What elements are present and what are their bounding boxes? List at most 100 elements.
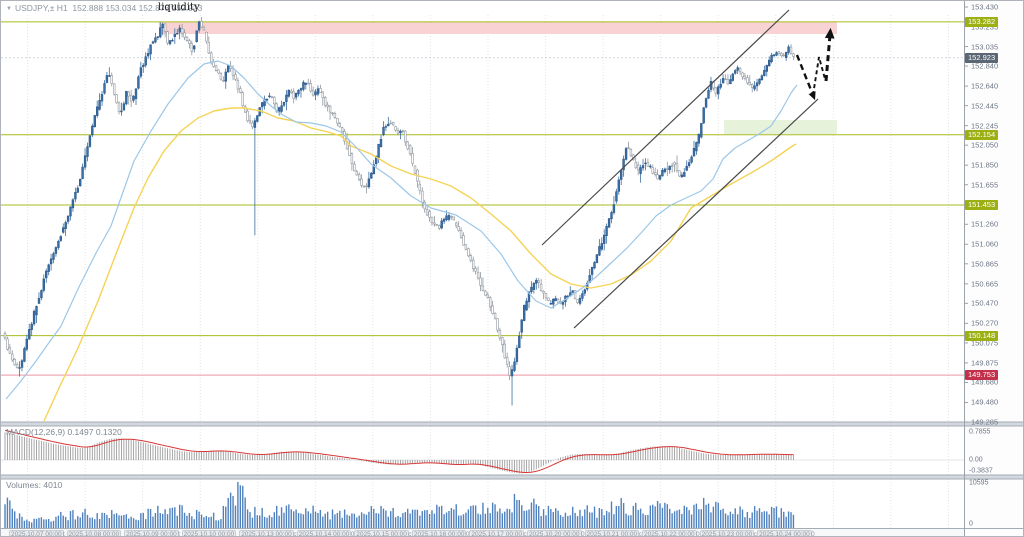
date-label[interactable]: 2025.10.16 00:00	[411, 530, 467, 537]
channel-lower[interactable]	[573, 98, 819, 329]
candle	[750, 84, 754, 88]
date-label[interactable]: 2025.10.07 00:00	[9, 530, 64, 537]
date-label[interactable]: 2025.10.23 00:00	[699, 530, 755, 537]
candle	[103, 83, 106, 94]
candle	[746, 77, 749, 84]
volumes-indicator-label: Volumes: 4010	[6, 480, 63, 490]
date-label[interactable]: 2025.10.14 00:00	[296, 530, 352, 537]
candle	[515, 347, 519, 362]
candle	[719, 83, 722, 88]
candle	[411, 153, 414, 164]
date-label[interactable]: 2025.10.17 00:00	[469, 530, 524, 537]
candle	[736, 67, 739, 71]
candle	[636, 164, 640, 171]
candle	[30, 323, 33, 330]
date-label[interactable]: 2025.10.21 00:00	[584, 530, 640, 537]
candle	[537, 280, 540, 283]
liquidity-zone[interactable]	[159, 22, 837, 34]
symbol-title: ▼ USDJPY,± H1 152.888 153.034 152.873 152…	[6, 3, 202, 13]
candle	[256, 115, 259, 122]
candle	[134, 88, 138, 100]
date-label[interactable]: 2025.10.22 00:00	[642, 530, 697, 537]
candle	[615, 191, 618, 202]
candle	[649, 165, 652, 168]
candle	[362, 185, 366, 188]
up-arrow[interactable]	[824, 34, 832, 82]
candle	[227, 65, 230, 73]
candle	[721, 78, 725, 84]
candle	[234, 74, 237, 80]
forecast-arrows-layer	[795, 27, 835, 101]
candle	[498, 330, 502, 339]
candle	[302, 81, 305, 90]
candle	[49, 258, 53, 265]
liquidity-annotation-label[interactable]: liquidity	[158, 2, 200, 13]
candle	[462, 235, 465, 246]
candle	[268, 95, 271, 98]
candle	[585, 282, 589, 290]
date-label[interactable]: 2025.10.08 00:00	[66, 530, 122, 537]
price-level-badge-olive: 151.453	[965, 199, 999, 210]
date-label[interactable]: 2025.10.10 00:00	[181, 530, 237, 537]
date-label[interactable]: 2025.10.09 00:00	[124, 530, 179, 537]
candle	[527, 291, 531, 303]
candle	[755, 82, 759, 87]
candle	[314, 91, 317, 96]
candle	[57, 241, 60, 248]
candle	[433, 222, 436, 225]
price-level-badge-current: 152.923	[965, 52, 999, 63]
demand-zone[interactable]	[724, 120, 837, 134]
candle	[639, 167, 642, 174]
candle	[258, 107, 261, 116]
candle	[340, 127, 344, 133]
candle	[161, 23, 164, 29]
date-label-fragment: 0	[350, 531, 355, 537]
candle	[435, 224, 438, 226]
candle	[634, 162, 638, 169]
candle	[653, 172, 657, 175]
candle	[331, 112, 334, 115]
grid-layer	[27, 15, 949, 528]
candle	[117, 102, 121, 112]
candle	[222, 80, 225, 82]
channel-upper[interactable]	[541, 9, 790, 246]
price-tick-label: 152.245	[971, 121, 999, 131]
candle	[471, 259, 475, 269]
ohlc-values: 152.888 153.034 152.873 152.923	[72, 3, 203, 13]
candle	[493, 313, 497, 319]
candle	[707, 90, 710, 99]
candle	[251, 122, 254, 128]
slow-ma-line[interactable]	[43, 107, 797, 422]
date-label[interactable]: 2025.10.15 00:00	[354, 530, 409, 537]
candle	[83, 155, 87, 168]
candle	[193, 45, 196, 50]
candle	[217, 69, 220, 74]
candle	[25, 338, 28, 350]
date-label[interactable]: 2025.10.24 00:00	[757, 530, 812, 537]
zigzag-path[interactable]	[812, 56, 826, 96]
candle	[561, 301, 565, 305]
candle	[86, 146, 89, 157]
candle	[379, 139, 383, 148]
candle	[173, 33, 176, 38]
candle	[704, 98, 708, 108]
candle	[52, 253, 55, 260]
candle	[530, 286, 533, 293]
candle	[683, 172, 686, 177]
fast-ma-line[interactable]	[5, 60, 798, 400]
date-label[interactable]: 2025.10.13 00:00	[239, 530, 294, 537]
candle	[486, 294, 489, 298]
dropdown-icon[interactable]: ▼	[6, 6, 12, 12]
candle	[389, 122, 392, 125]
candle	[137, 76, 140, 89]
candle	[96, 106, 99, 116]
candle	[413, 165, 417, 174]
price-tick-label: 151.850	[971, 160, 999, 170]
candle	[607, 218, 611, 228]
candle	[139, 67, 143, 77]
down-arrow[interactable]	[795, 54, 815, 96]
date-label[interactable]: 2025.10.20 00:00	[526, 530, 582, 537]
candle	[418, 183, 421, 191]
